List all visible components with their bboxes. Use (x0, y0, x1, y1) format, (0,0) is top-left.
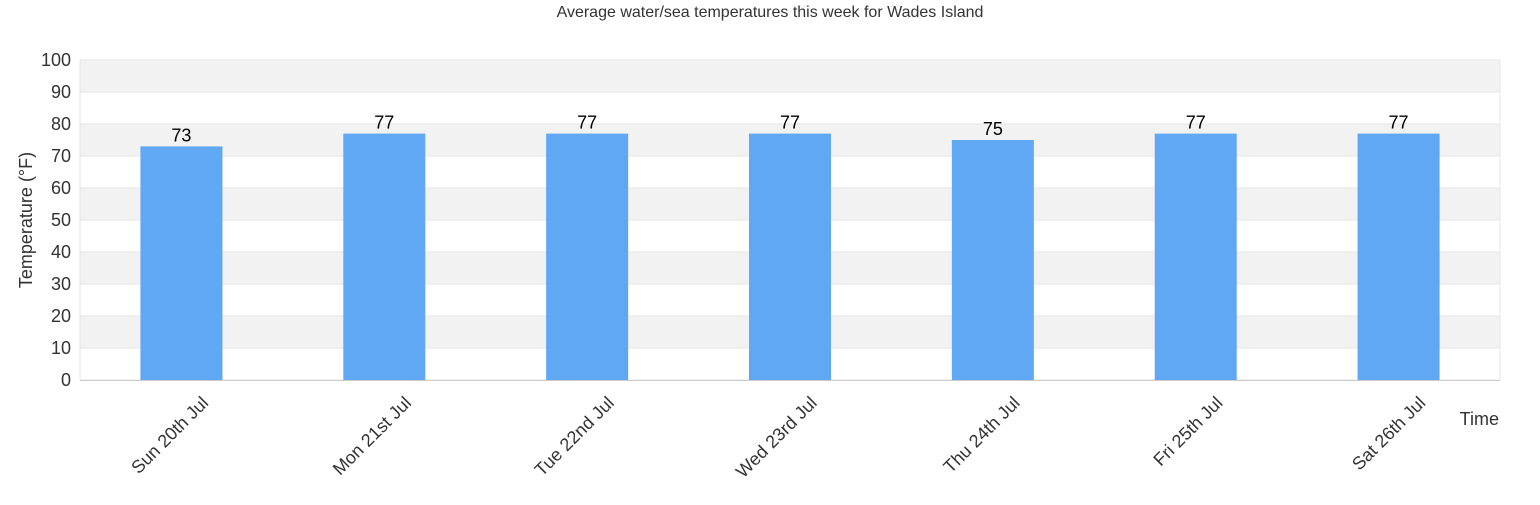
data-label: 77 (1389, 113, 1409, 133)
y-tick-label: 70 (51, 146, 71, 166)
y-tick-label: 30 (51, 274, 71, 294)
x-tick-label: Sat 26th Jul (1348, 393, 1429, 474)
data-label: 73 (171, 125, 191, 145)
x-axis-ticks: Sun 20th Jul Mon 21st Jul Tue 22nd Jul Wed … (127, 393, 1429, 482)
y-tick-label: 60 (51, 178, 71, 198)
data-label: 75 (983, 119, 1003, 139)
y-tick-label: 100 (41, 50, 71, 70)
x-tick-label: Sun 20th Jul (127, 393, 212, 478)
x-tick-label: Tue 22nd Jul (531, 393, 618, 480)
y-tick-label: 0 (61, 370, 71, 390)
bar (1357, 133, 1440, 380)
x-tick-label: Fri 25th Jul (1149, 393, 1226, 470)
y-axis-ticks: 0 10 20 30 40 50 60 70 80 90 100 (41, 50, 71, 390)
bar (1154, 133, 1237, 380)
data-label: 77 (374, 113, 394, 133)
grid-band (80, 92, 1500, 124)
grid-band (80, 60, 1500, 92)
data-label: 77 (1186, 113, 1206, 133)
y-tick-label: 90 (51, 82, 71, 102)
y-tick-label: 40 (51, 242, 71, 262)
chart-title: Average water/sea temperatures this week… (557, 4, 984, 21)
bar-series (140, 133, 1440, 380)
y-tick-label: 50 (51, 210, 71, 230)
y-tick-label: 20 (51, 306, 71, 326)
bar (749, 133, 831, 380)
y-axis-label: Temperature (°F) (16, 152, 36, 288)
x-tick-label: Wed 23rd Jul (732, 393, 821, 482)
data-label: 77 (780, 113, 800, 133)
x-tick-label: Thu 24th Jul (939, 393, 1023, 477)
bar (546, 133, 629, 380)
data-label: 77 (577, 113, 597, 133)
bar (343, 133, 426, 380)
x-axis-label: Time (1460, 409, 1499, 429)
bar (951, 140, 1034, 380)
y-tick-label: 80 (51, 114, 71, 134)
x-tick-label: Mon 21st Jul (329, 393, 415, 479)
data-labels: 73 77 77 77 75 77 77 (171, 113, 1408, 146)
y-tick-label: 10 (51, 338, 71, 358)
bar (140, 146, 223, 380)
